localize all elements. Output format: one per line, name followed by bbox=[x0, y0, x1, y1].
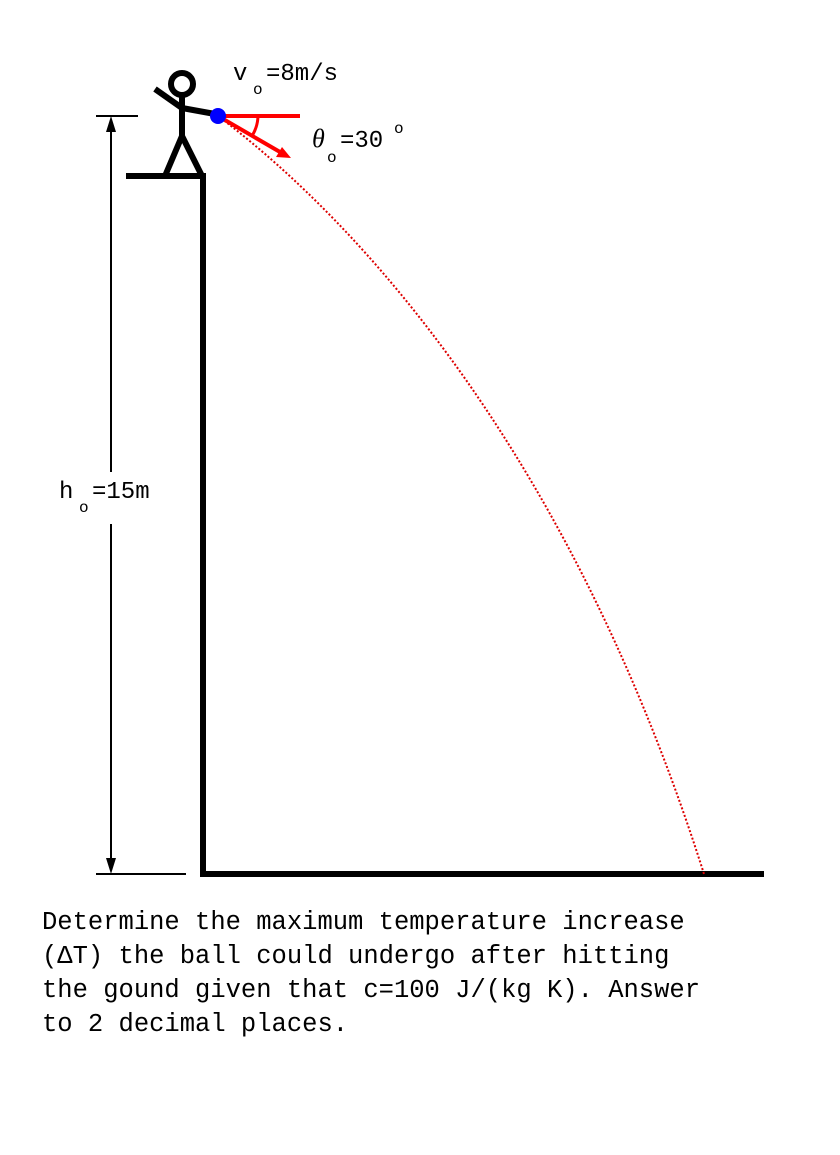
angle-symbol: θ bbox=[312, 124, 325, 153]
trajectory-path bbox=[217, 115, 705, 875]
height-symbol: h bbox=[59, 479, 73, 506]
velocity-subscript: o bbox=[253, 81, 263, 99]
figure-right-arm bbox=[181, 105, 216, 117]
question-line-2: (ΔT) the ball could undergo after hittin… bbox=[42, 942, 670, 971]
figure-left-leg bbox=[162, 134, 185, 178]
velocity-arrowhead bbox=[276, 147, 291, 158]
height-value: =15m bbox=[92, 479, 150, 506]
height-subscript: o bbox=[79, 499, 89, 517]
height-arrowhead-bottom bbox=[106, 858, 116, 874]
velocity-value: =8m/s bbox=[266, 61, 338, 88]
angle-subscript: o bbox=[327, 149, 337, 167]
figure-right-leg bbox=[179, 134, 205, 178]
question-line-4: to 2 decimal places. bbox=[42, 1010, 349, 1039]
figure-head bbox=[168, 70, 196, 98]
projectile-diagram: v o =8m/s θ o =30 o h o =15m bbox=[59, 61, 764, 877]
question-line-1: Determine the maximum temperature increa… bbox=[42, 908, 685, 937]
question-line-3: the gound given that c=100 J/(kg K). Ans… bbox=[42, 976, 701, 1005]
angle-value: =30 bbox=[340, 128, 383, 155]
velocity-label: v bbox=[233, 61, 247, 88]
height-arrowhead-top bbox=[106, 116, 116, 132]
ball bbox=[210, 108, 226, 124]
height-dimension bbox=[96, 115, 186, 875]
velocity-vector bbox=[216, 114, 282, 154]
stick-figure bbox=[153, 70, 216, 178]
angle-degree-symbol: o bbox=[394, 120, 404, 138]
angle-arc bbox=[250, 115, 260, 137]
question-text: Determine the maximum temperature increa… bbox=[42, 906, 832, 1042]
figure-left-arm bbox=[153, 86, 184, 111]
